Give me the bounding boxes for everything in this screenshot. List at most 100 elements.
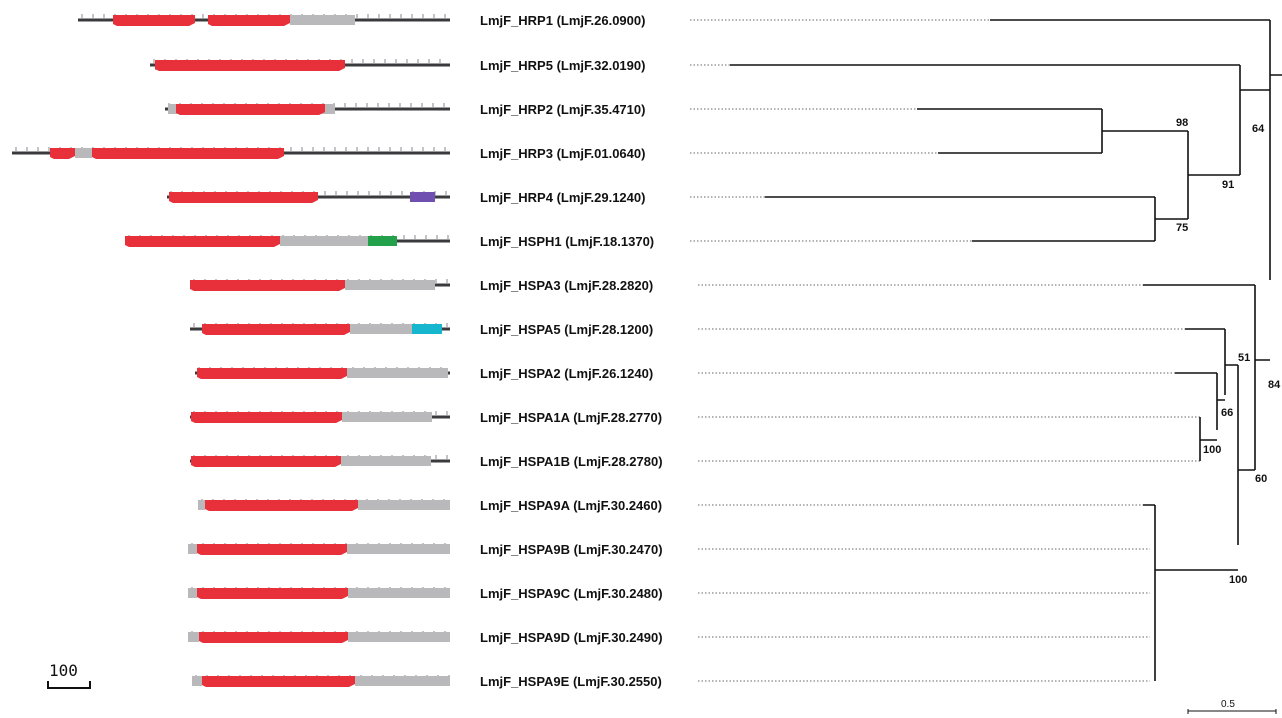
- tree-branch: [1187, 131, 1240, 219]
- gene-label: LmjF_HSPA1A (LmjF.28.2770): [480, 410, 662, 425]
- sbd-domain: [347, 544, 450, 554]
- gene-id: (LmjF.26.1240): [561, 366, 654, 381]
- bootstrap-value: 51: [1238, 352, 1250, 364]
- tree-branch: [1185, 328, 1238, 395]
- nbd-domain: [202, 324, 350, 335]
- gene-id: (LmjF.01.0640): [553, 146, 646, 161]
- domain-row: [12, 147, 450, 159]
- sbd-domain: [355, 676, 450, 686]
- gene-name: LmjF_HSPA9A: [480, 498, 571, 513]
- gene-label: LmjF_HRP4 (LmjF.29.1240): [480, 190, 645, 205]
- nbd-domain: [202, 676, 355, 687]
- gene-label: LmjF_HSPA9C (LmjF.30.2480): [480, 586, 663, 601]
- sbd-domain: [192, 676, 202, 686]
- gene-labels: LmjF_HRP1 (LmjF.26.0900) LmjF_HRP5 (LmjF.…: [480, 13, 663, 689]
- nbd-domain: [197, 588, 348, 599]
- gene-id: (LmjF.30.2470): [570, 542, 663, 557]
- domain-row: [78, 14, 450, 26]
- gene-id: (LmjF.30.2480): [570, 586, 663, 601]
- domain-row: [188, 543, 450, 555]
- domain-scale-bar: 100: [47, 661, 91, 689]
- gene-id: (LmjF.35.4710): [553, 102, 646, 117]
- tree-branch: [1175, 372, 1225, 430]
- gene-name: LmjF_HRP3: [480, 146, 553, 161]
- gene-name: LmjF_HSPH1: [480, 234, 562, 249]
- dotted-leaders: [690, 19, 1200, 682]
- gene-id: (LmjF.32.0190): [553, 58, 646, 73]
- gene-name: LmjF_HRP4: [480, 190, 554, 205]
- tree-branch: [1199, 417, 1217, 461]
- motif-domain: [368, 236, 397, 246]
- domain-row: [150, 59, 450, 71]
- tree-scale-label: 0.5: [1221, 699, 1235, 710]
- nbd-domain: [208, 15, 290, 26]
- gene-name: LmjF_HSPA9B: [480, 542, 570, 557]
- gene-id: (LmjF.30.2550): [569, 674, 662, 689]
- domain-row: [195, 367, 450, 379]
- sbd-domain: [358, 500, 450, 510]
- tree-branch: [765, 196, 1188, 242]
- gene-id: (LmjF.29.1240): [553, 190, 646, 205]
- gene-label: LmjF_HRP5 (LmjF.32.0190): [480, 58, 645, 73]
- bootstrap-value: 98: [1176, 117, 1188, 129]
- gene-label: LmjF_HSPA9B (LmjF.30.2470): [480, 542, 663, 557]
- nbd-domain: [199, 632, 348, 643]
- bootstrap-value: 100: [1203, 444, 1221, 456]
- tree-branch: [990, 19, 1282, 280]
- nbd-domain: [155, 60, 345, 71]
- gene-name: LmjF_HRP2: [480, 102, 553, 117]
- gene-label: LmjF_HSPA9D (LmjF.30.2490): [480, 630, 663, 645]
- gene-label: LmjF_HRP2 (LmjF.35.4710): [480, 102, 645, 117]
- gene-label: LmjF_HRP1 (LmjF.26.0900): [480, 13, 645, 28]
- tree-branch: [917, 108, 1188, 154]
- domain-row: [188, 631, 450, 643]
- tree-branch: [1143, 504, 1238, 681]
- gene-name: LmjF_HSPA3: [480, 278, 561, 293]
- bootstrap-value: 75: [1176, 222, 1188, 234]
- gene-id: (LmjF.28.2820): [561, 278, 654, 293]
- sbd-domain: [341, 456, 431, 466]
- sbd-domain: [348, 632, 450, 642]
- nbd-domain: [169, 192, 318, 203]
- sbd-domain: [350, 324, 412, 334]
- sbd-domain: [290, 15, 355, 25]
- nbd-domain: [125, 236, 280, 247]
- bootstrap-value: 60: [1255, 473, 1267, 485]
- sbd-domain: [348, 588, 450, 598]
- gene-id: (LmjF.28.2770): [570, 410, 663, 425]
- sbd-domain: [198, 500, 205, 510]
- tree-branch: [730, 64, 1270, 175]
- gene-id: (LmjF.28.2780): [570, 454, 663, 469]
- gene-name: LmjF_HRP5: [480, 58, 553, 73]
- nbd-domain: [191, 412, 342, 423]
- domain-row: [125, 235, 450, 247]
- domain-row: [190, 411, 450, 423]
- gene-id: (LmjF.28.1200): [561, 322, 654, 337]
- sbd-domain: [75, 148, 92, 158]
- phylogenetic-tree: [730, 19, 1282, 681]
- nbd-domain: [205, 500, 358, 511]
- domain-row: [165, 103, 450, 115]
- bootstrap-value: 84: [1268, 379, 1281, 391]
- sbd-domain: [347, 368, 448, 378]
- motif-domain: [410, 192, 435, 202]
- nbd-domain: [197, 544, 347, 555]
- domain-row: [190, 279, 450, 291]
- sbd-domain: [342, 412, 432, 422]
- gene-id: (LmjF.26.0900): [553, 13, 646, 28]
- sbd-domain: [188, 632, 199, 642]
- nbd-domain: [176, 104, 325, 115]
- gene-label: LmjF_HSPA3 (LmjF.28.2820): [480, 278, 653, 293]
- sbd-domain: [188, 544, 197, 554]
- gene-id: (LmjF.18.1370): [562, 234, 655, 249]
- nbd-domain: [190, 280, 345, 291]
- bootstrap-value: 64: [1252, 123, 1265, 135]
- gene-name: LmjF_HRP1: [480, 13, 553, 28]
- domain-row: [190, 455, 450, 467]
- sbd-domain: [188, 588, 197, 598]
- gene-label: LmjF_HSPA9E (LmjF.30.2550): [480, 674, 662, 689]
- gene-label: LmjF_HSPA9A (LmjF.30.2460): [480, 498, 662, 513]
- nbd-domain: [197, 368, 347, 379]
